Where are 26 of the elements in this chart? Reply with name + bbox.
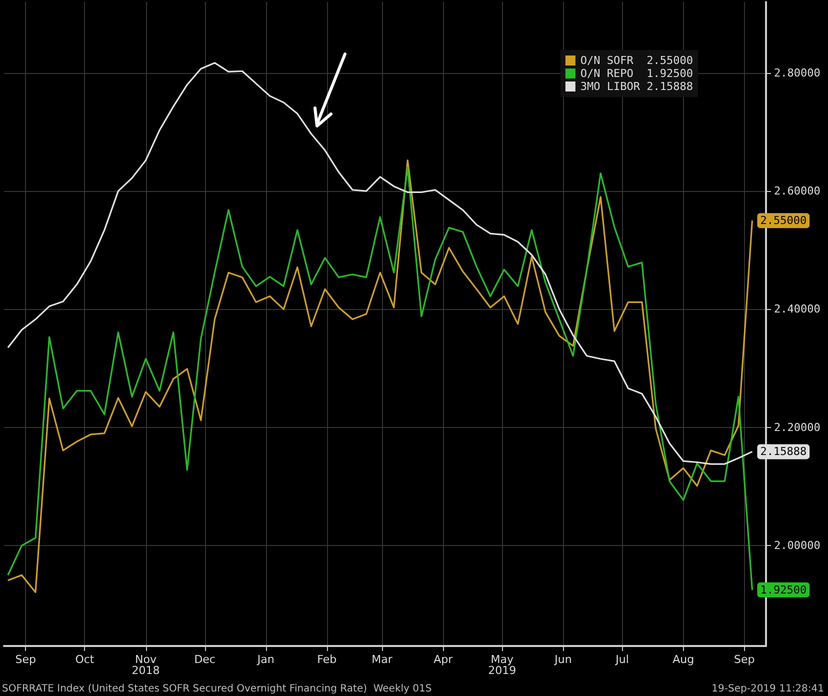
y-tick-label: 2.40000: [774, 302, 820, 316]
x-tick-label: Oct: [75, 653, 95, 666]
y-tick-label: 2.60000: [774, 184, 820, 198]
data-label: 2.55000: [760, 214, 807, 228]
x-tick-label: Apr: [434, 653, 454, 666]
x-tick-label: Jul: [614, 653, 629, 666]
text: 19-Sep-2019 11:28:41: [712, 684, 824, 694]
x-tick-label: Mar: [372, 653, 393, 666]
y-tick-label: 2.80000: [774, 66, 820, 80]
x-tick-label: Sep: [15, 653, 36, 666]
x-tick-label: Jun: [554, 653, 572, 666]
data-label: 1.92500: [760, 583, 807, 596]
x-tick-label: Feb: [317, 653, 337, 666]
legend-label: O/N SOFR 2.55000: [580, 54, 694, 67]
x-tick-label: Aug: [672, 653, 694, 666]
y-tick-label: 2.00000: [774, 539, 820, 552]
x-tick-label: Jan: [256, 653, 274, 666]
x-tick-label: May 2019: [488, 653, 516, 677]
text: SOFRRATE Index (United States SOFR Secured Overnight Financing Rate) Weekly 01S: [2, 684, 432, 694]
x-tick-label: Sep: [734, 653, 755, 666]
data-label: 2.15888: [760, 445, 807, 458]
legend-label: O/N REPO 1.92500: [580, 67, 694, 80]
x-tick-label: Dec: [194, 653, 216, 666]
x-tick-label: Nov 2018: [132, 653, 160, 677]
y-tick-label: 2.20000: [774, 420, 820, 434]
legend-label: 3MO LIBOR 2.15888: [580, 80, 694, 93]
